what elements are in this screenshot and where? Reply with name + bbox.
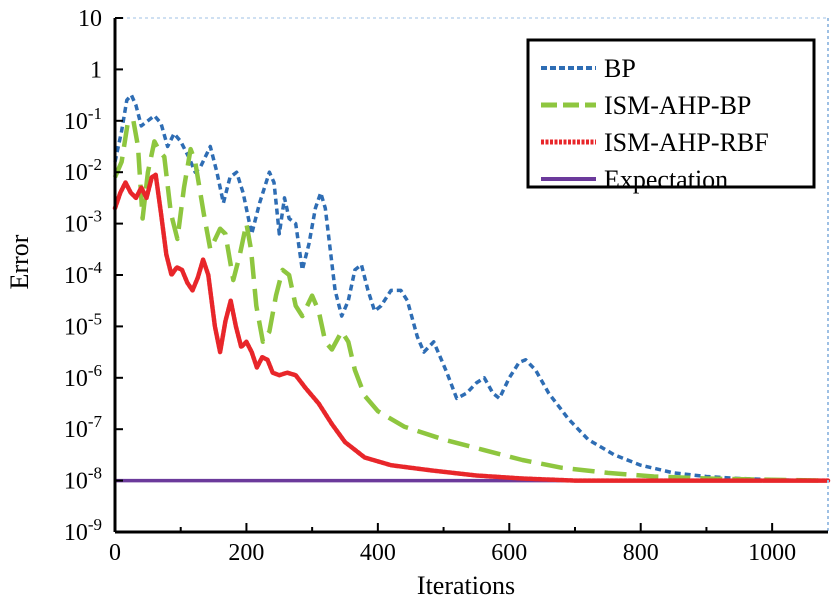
x-tick-label: 0	[109, 540, 121, 566]
legend: BP ISM-AHP-BP ISM-AHP-RBF Expectation	[526, 38, 816, 194]
series-line-ism-ahp-rbf	[112, 172, 831, 483]
x-axis-title: Iterations	[417, 571, 515, 600]
y-tick-label: 10-1	[64, 104, 102, 135]
y-tick-label: 10-4	[64, 258, 103, 289]
x-tick-label: 1000	[748, 540, 796, 566]
series-layer	[112, 93, 831, 483]
legend-label: ISM-AHP-RBF	[604, 128, 769, 157]
legend-label: ISM-AHP-BP	[604, 91, 751, 120]
series-line-ism-ahp-bp	[112, 118, 829, 483]
legend-label: BP	[604, 54, 636, 83]
y-tick-label: 10-2	[64, 155, 102, 186]
legend-box	[526, 38, 816, 189]
y-tick-label: 10-5	[64, 309, 102, 340]
x-tick-label: 600	[491, 540, 527, 566]
y-tick-label: 10-9	[64, 515, 102, 546]
y-tick-label: 10-3	[64, 207, 102, 238]
x-tick-label: 400	[360, 540, 396, 566]
y-tick-label: 1	[90, 57, 102, 83]
legend-label: Expectation	[604, 165, 728, 194]
series-line-bp	[113, 93, 828, 483]
y-tick-label: 10-8	[64, 464, 102, 495]
y-tick-label: 10-7	[64, 412, 103, 443]
y-tick-label: 10-6	[64, 361, 102, 392]
y-axis-title: Error	[5, 234, 34, 289]
y-tick-label: 10	[78, 6, 102, 32]
x-tick-label: 800	[623, 540, 659, 566]
y-ticks: 10-9 10-8 10-7 10-6 10-5 10-4 10-3 10-2 10-1 1 10	[64, 6, 123, 546]
x-tick-label: 200	[228, 540, 264, 566]
x-ticks: 0 200 400 600 800 1000	[109, 523, 796, 566]
